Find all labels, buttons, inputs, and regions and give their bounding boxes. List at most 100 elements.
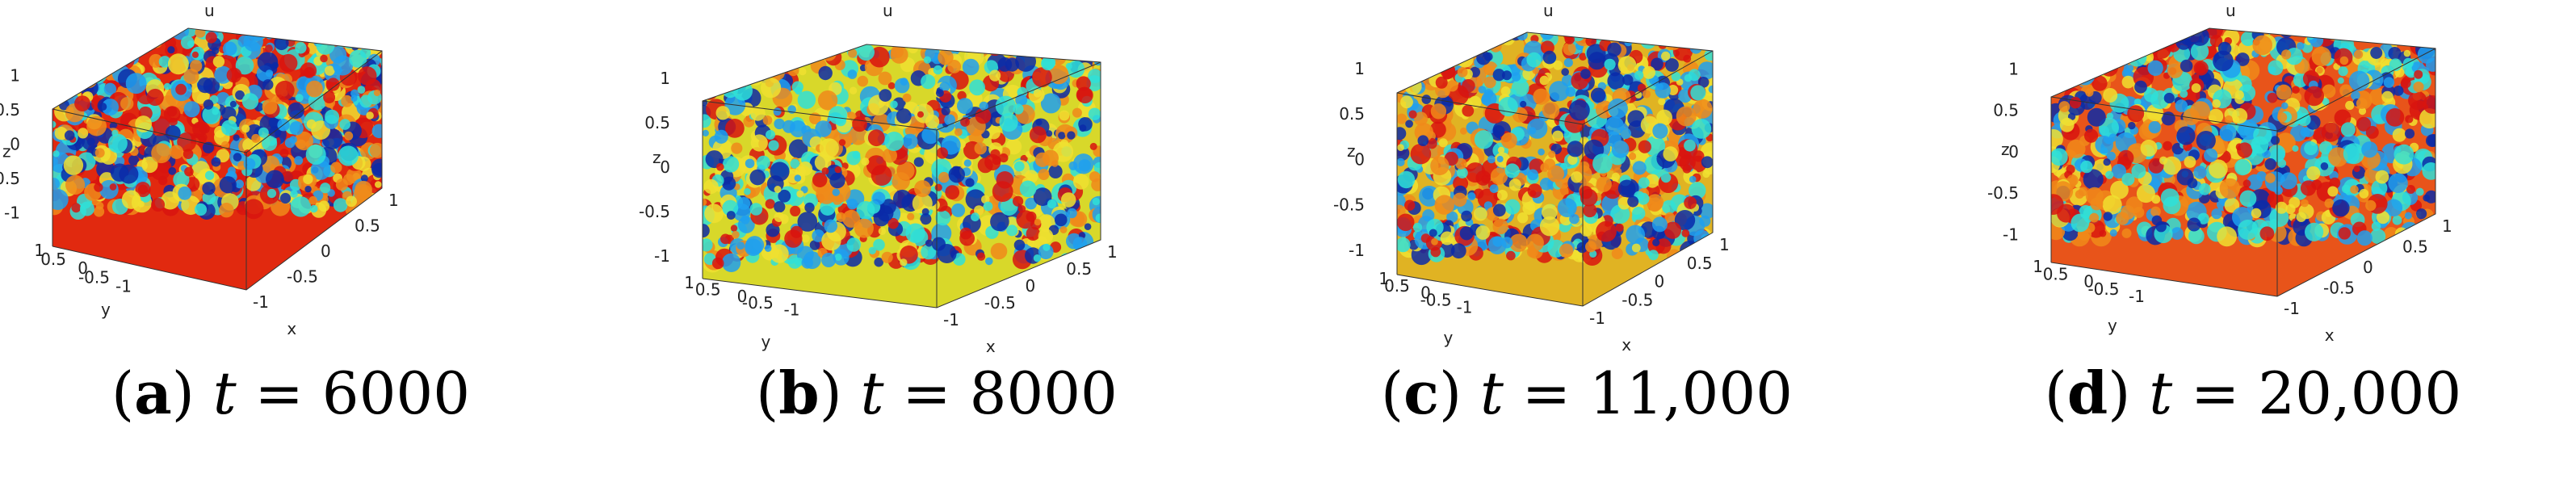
x-tick-label: -1 <box>253 292 269 312</box>
y-tick-label: 0.5 <box>2043 264 2069 283</box>
caption-variable: t <box>1479 359 1504 427</box>
x-tick-label: 0.5 <box>1066 259 1092 279</box>
y-tick-label: 0 <box>737 287 748 306</box>
caption-value: 8000 <box>969 359 1118 427</box>
y-tick-label: -0.5 <box>2087 279 2119 299</box>
z-tick-label: -0.5 <box>1987 183 2019 203</box>
z-tick-label: -1 <box>1349 241 1365 260</box>
caption-variable: t <box>212 359 237 427</box>
z-tick-label: 0.5 <box>0 100 20 120</box>
x-tick-label: 0 <box>1026 276 1036 296</box>
z-tick-label: -1 <box>2003 225 2019 244</box>
caption-letter: a <box>134 359 172 427</box>
y-tick-label: -1 <box>2129 287 2145 306</box>
y-tick-label: -0.5 <box>78 267 110 287</box>
caption-equals: = <box>254 359 304 427</box>
y-tick-label: 0.5 <box>695 279 721 299</box>
x-tick-label: -0.5 <box>287 267 318 287</box>
z-axis-label: z <box>2 142 11 162</box>
plots: u10.50-0.5-1z10.50-0.5-1y-1-0.500.51xu10… <box>0 1 2452 355</box>
caption-value: 11,000 <box>1589 359 1793 427</box>
x-tick-label: -1 <box>2284 299 2300 318</box>
caption-b: (b) t = 8000 <box>756 359 1118 427</box>
x-tick-label: -0.5 <box>984 293 1016 313</box>
y-tick-label: 0 <box>2083 272 2094 292</box>
y-tick-label: -0.5 <box>1420 291 1452 310</box>
y-tick-label: 0 <box>78 258 88 278</box>
z-tick-label: -1 <box>654 246 670 266</box>
y-tick-label: -1 <box>115 276 132 296</box>
z-tick-label: -0.5 <box>639 202 670 221</box>
y-tick-label: 0.5 <box>1384 276 1410 296</box>
caption-letter: b <box>778 359 820 427</box>
z-tick-label: 0.5 <box>1993 101 2019 120</box>
y-tick-label: 0 <box>1420 283 1431 303</box>
cube-panel-d: u10.50-0.5-1z1 0.5 0-0.5 -1y-1-0.500.51x <box>1987 1 2452 345</box>
x-tick-label: 0.5 <box>355 216 380 236</box>
z-tick-label: 0 <box>1354 149 1365 169</box>
x-tick-label: -0.5 <box>1622 290 1653 309</box>
z-tick-label: -1 <box>4 204 20 223</box>
y-tick-label: 0.5 <box>40 250 66 269</box>
z-tick-label: 1 <box>2008 59 2019 78</box>
caption-equals: = <box>2191 359 2240 427</box>
z-axis-label: z <box>652 148 661 167</box>
z-tick-label: -0.5 <box>1333 195 1365 215</box>
z-tick-label: 0 <box>2008 142 2019 162</box>
z-axis-label: z <box>1347 141 1356 161</box>
y-tick-label: 1 <box>34 241 44 260</box>
x-tick-label: -1 <box>943 310 959 329</box>
x-tick-label: 0.5 <box>1687 254 1713 273</box>
z-tick-label: 1 <box>660 69 670 88</box>
x-axis-label: x <box>986 337 996 355</box>
x-tick-label: 0.5 <box>2402 237 2428 257</box>
caption-c: (c) t = 11,000 <box>1381 359 1793 427</box>
caption-a: (a) t = 6000 <box>111 359 470 427</box>
x-tick-label: 1 <box>2442 216 2452 236</box>
y-tick-label: 1 <box>684 273 694 292</box>
x-axis-label: x <box>1622 335 1631 355</box>
caption-variable: t <box>860 359 884 427</box>
y-axis-label: y <box>101 300 111 319</box>
y-tick-label: 1 <box>2033 257 2043 276</box>
z-tick-label: 0 <box>660 157 670 177</box>
y-axis-label: y <box>2108 316 2117 335</box>
x-tick-label: -1 <box>1589 308 1605 328</box>
x-tick-label: 1 <box>1719 235 1730 254</box>
caption-equals: = <box>902 359 951 427</box>
z-tick-label: 1 <box>1354 59 1365 78</box>
x-tick-label: -0.5 <box>2323 279 2355 298</box>
z-tick-label: 0 <box>10 135 20 154</box>
caption-d: (d) t = 20,000 <box>2044 359 2462 427</box>
z-axis-label: z <box>2001 140 2010 159</box>
caption-value: 6000 <box>321 359 470 427</box>
caption-equals: = <box>1521 359 1571 427</box>
field-pattern <box>1397 32 1713 266</box>
y-tick-label: -1 <box>1457 297 1473 317</box>
z-tick-label: 0.5 <box>644 113 670 132</box>
x-tick-label: 0 <box>2363 258 2373 277</box>
plot-title: u <box>2226 1 2236 20</box>
y-tick-label: 1 <box>1378 269 1389 288</box>
y-tick-label: -1 <box>784 300 800 320</box>
x-tick-label: 1 <box>388 191 399 210</box>
caption-value: 20,000 <box>2258 359 2462 427</box>
x-tick-label: 1 <box>1107 242 1118 262</box>
plot-title: u <box>883 1 893 20</box>
cube-panel-b: u10.50-0.5-1z1 0.5 0-0.5 -1y-1-0.500.51x <box>639 1 1118 355</box>
z-tick-label: 0.5 <box>1339 104 1365 124</box>
x-axis-label: x <box>287 319 296 338</box>
caption-letter: d <box>2066 359 2108 427</box>
caption-letter: c <box>1403 359 1439 427</box>
x-axis-label: x <box>2325 325 2335 345</box>
z-tick-label: -0.5 <box>0 169 20 188</box>
x-tick-label: 0 <box>1655 272 1665 292</box>
y-axis-label: y <box>1444 328 1454 347</box>
z-tick-label: 1 <box>10 66 20 86</box>
y-tick-label: -0.5 <box>742 293 774 313</box>
caption-variable: t <box>2149 359 2173 427</box>
plot-title: u <box>204 1 215 20</box>
